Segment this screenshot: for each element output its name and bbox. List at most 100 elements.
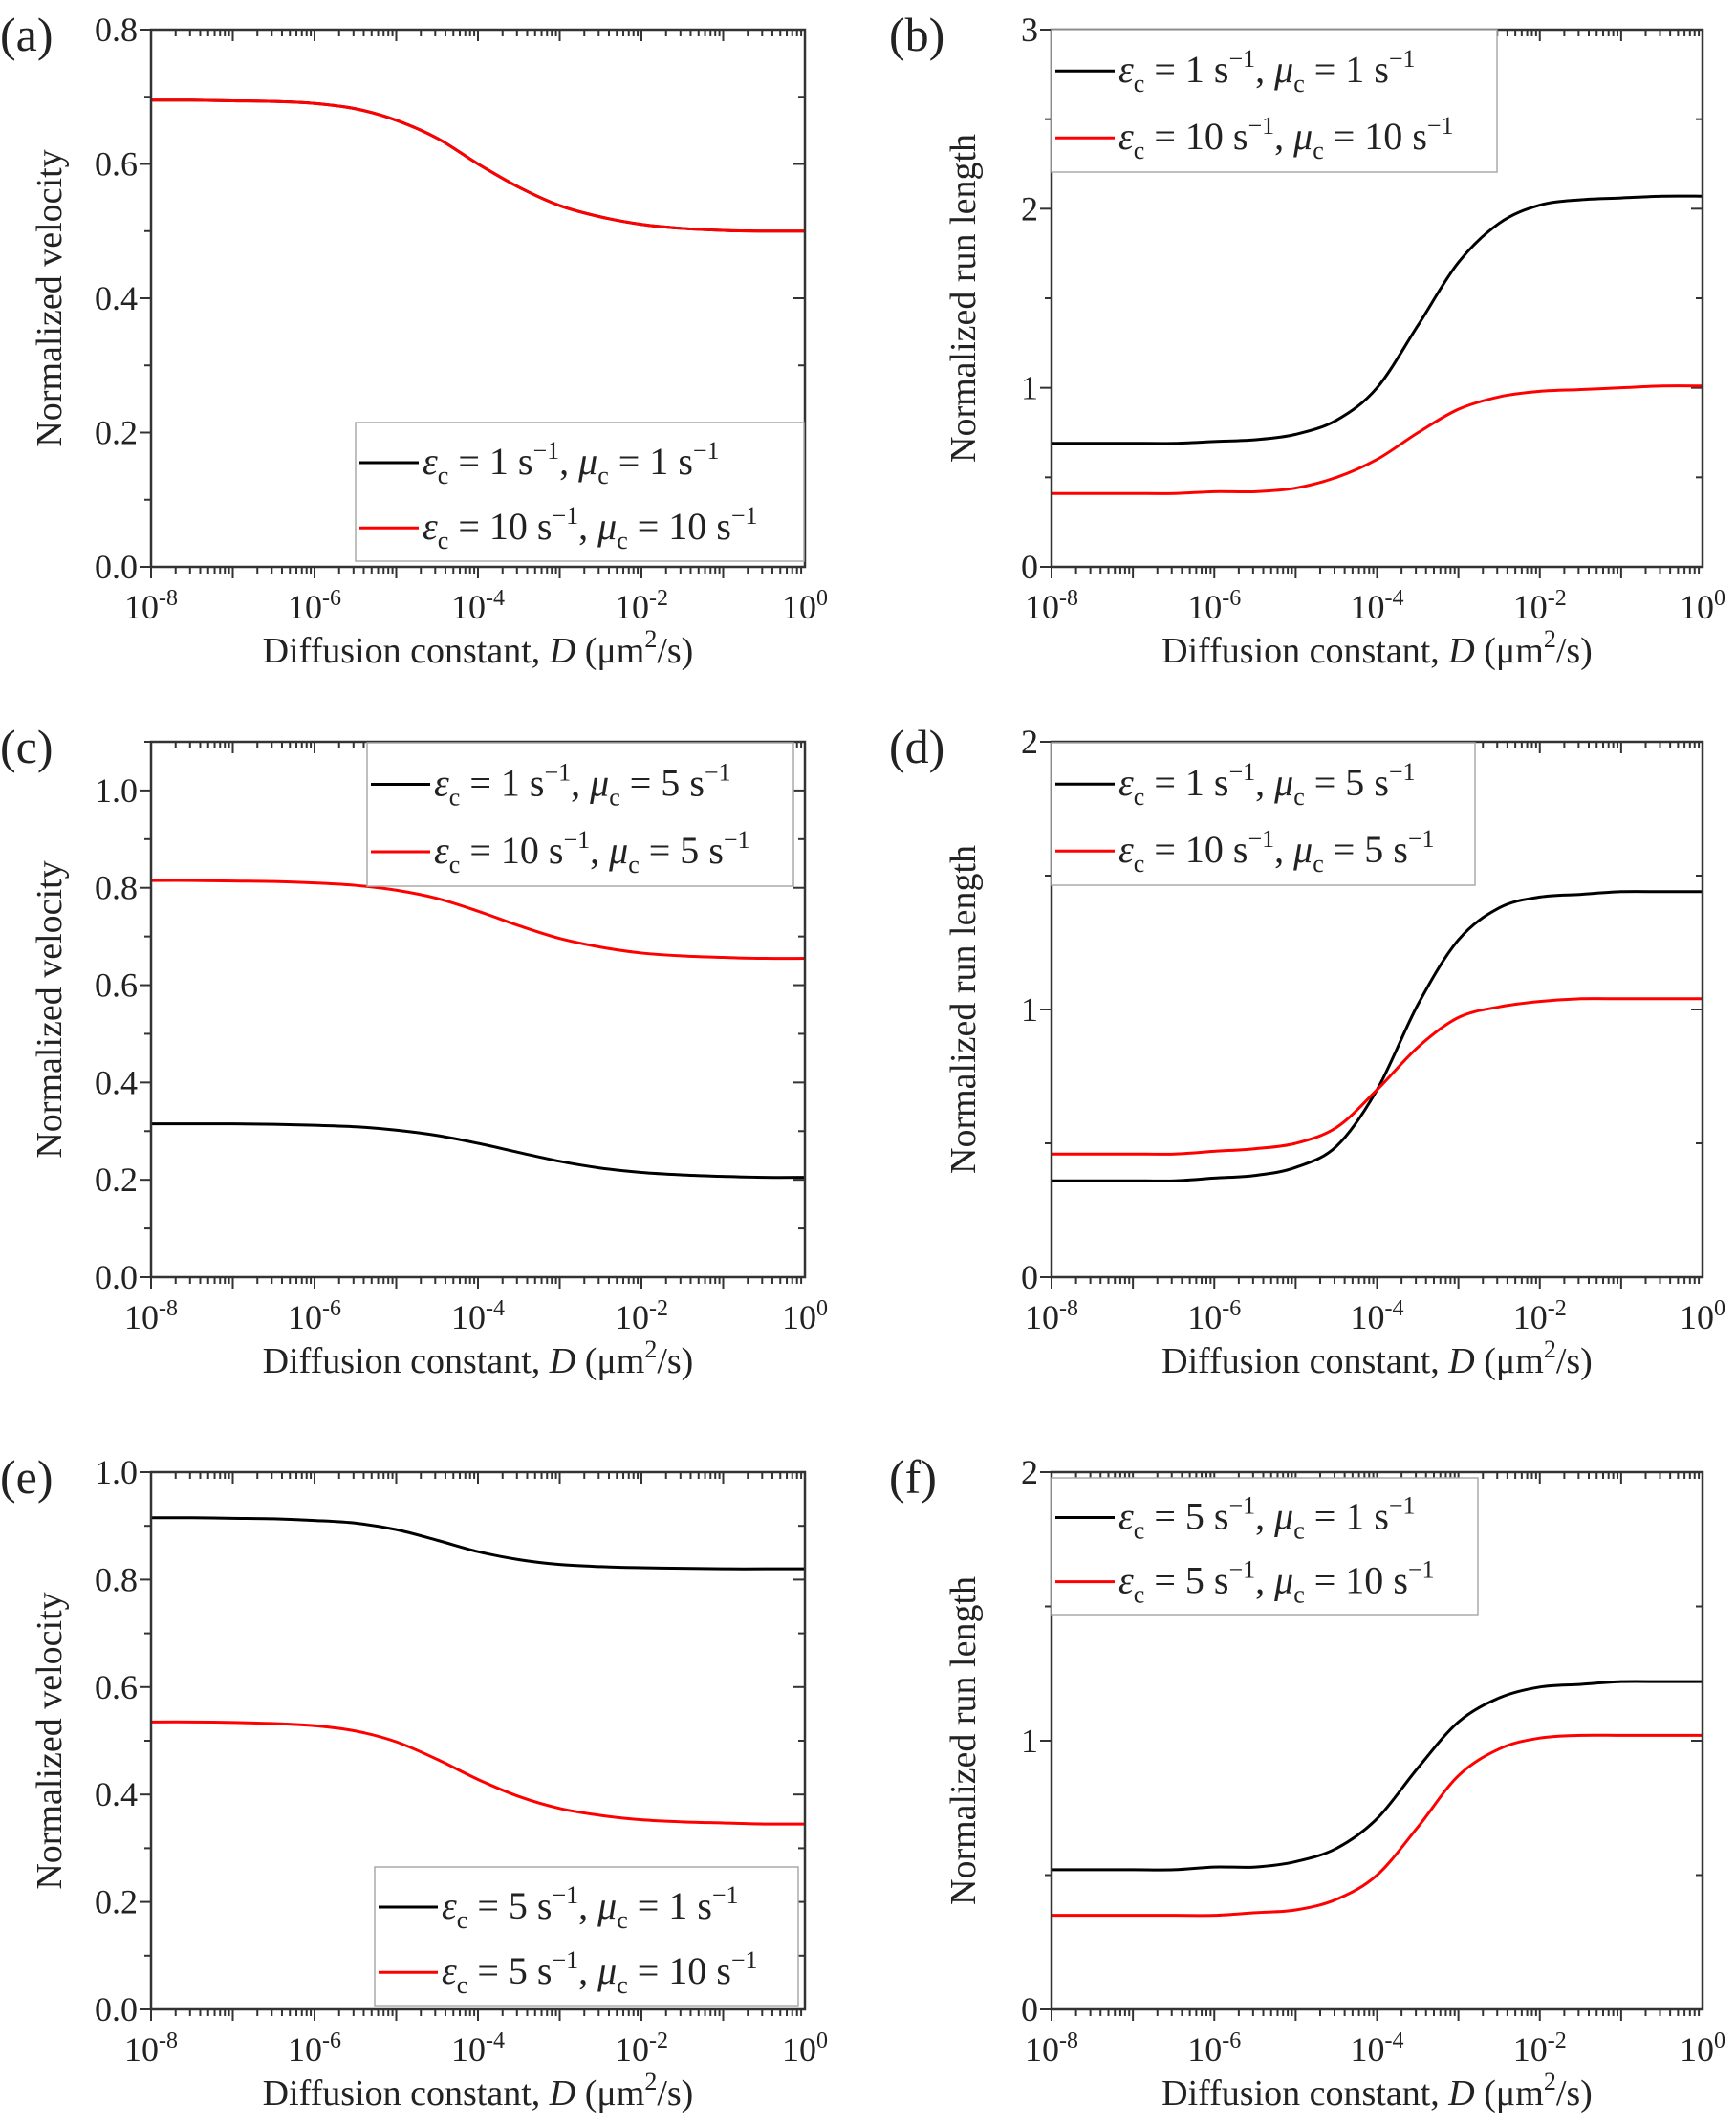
x-tick-label: 10-4 — [451, 2028, 505, 2069]
series-line-1 — [151, 1122, 806, 1180]
legend-box — [374, 1866, 799, 2007]
legend-box — [1051, 1477, 1479, 1616]
x-tick-label: 100 — [1680, 2028, 1725, 2069]
series-line-2 — [1052, 384, 1703, 495]
legend-box — [1051, 29, 1498, 173]
legend-entry: εc​ = 1 s−1​, μc​ = 1 s−1​ — [423, 437, 720, 489]
y-tick-label: 2 — [1021, 1453, 1038, 1491]
y-tick-label: 0.2 — [95, 1883, 138, 1921]
series-line-1 — [1052, 1680, 1703, 1872]
legend-entry: εc​ = 10 s−1​, μc​ = 10 s−1​ — [1118, 112, 1454, 164]
y-tick-label: 1 — [1021, 990, 1038, 1029]
x-tick-label: 10-4 — [1351, 586, 1404, 626]
x-tick-label: 10-8 — [124, 2028, 178, 2069]
axes-frame — [149, 740, 807, 1279]
panel-label: (e) — [0, 1450, 54, 1504]
y-axis-label: Normalized velocity — [30, 860, 70, 1158]
panel-label: (a) — [0, 8, 54, 61]
x-axis-label: Diffusion constant, D (μm2/s) — [263, 1335, 694, 1381]
legend-entry: εc​ = 1 s−1​, μc​ = 5 s−1​ — [434, 759, 731, 812]
legend: εc​ = 1 s−1​, μc​ = 5 s−1​ εc​ = 10 s−1​,… — [1051, 742, 1476, 886]
y-tick-label: 0.0 — [95, 548, 138, 586]
legend-entry: εc​ = 5 s−1​, μc​ = 10 s−1​ — [442, 1946, 758, 1999]
legend-entry: εc​ = 1 s−1​, μc​ = 1 s−1​ — [1118, 45, 1416, 98]
y-tick-label: 0.8 — [95, 1560, 138, 1598]
series-line-2 — [150, 1720, 806, 1826]
x-tick-label: 10-4 — [1351, 1296, 1404, 1336]
x-tick-label: 10-4 — [1351, 2028, 1404, 2069]
y-tick-label: 0 — [1021, 1258, 1038, 1296]
y-tick-label: 0.0 — [95, 1258, 138, 1296]
legend: εc​ = 1 s−1​, μc​ = 1 s−1​ εc​ = 10 s−1​,… — [1051, 29, 1498, 173]
x-tick-label: 10-4 — [451, 586, 505, 626]
x-tick-label: 10-2 — [1513, 586, 1567, 626]
y-tick-label: 1.0 — [95, 1453, 138, 1491]
y-axis-label: Normalized velocity — [30, 149, 70, 446]
x-tick-label: 10-4 — [451, 1296, 505, 1336]
axes-frame — [149, 1470, 807, 2011]
x-tick-label: 10-6 — [1187, 586, 1241, 626]
chart-panel-f: (f) 10-8 10-6 10-4 10-2 100 0 1 2 Diffusion const… — [889, 1450, 1725, 2114]
x-tick-label: 10-8 — [124, 1296, 178, 1336]
series-line-1 — [150, 98, 806, 233]
y-tick-label: 1 — [1021, 369, 1038, 407]
y-tick-label: 2 — [1021, 723, 1038, 761]
legend: εc​ = 1 s−1​, μc​ = 1 s−1​ εc​ = 10 s−1​,… — [355, 422, 805, 562]
legend-entry: εc​ = 5 s−1​, μc​ = 1 s−1​ — [1118, 1491, 1416, 1544]
legend: εc​ = 5 s−1​, μc​ = 1 s−1​ εc​ = 5 s−1​, … — [374, 1866, 799, 2007]
x-axis-label: Diffusion constant, D (μm2/s) — [1161, 1335, 1593, 1381]
legend: εc​ = 5 s−1​, μc​ = 1 s−1​ εc​ = 5 s−1​, … — [1051, 1477, 1479, 1616]
y-tick-label: 1.0 — [95, 771, 138, 810]
legend-box — [1051, 742, 1476, 886]
x-axis-label: Diffusion constant, D (μm2/s) — [1161, 625, 1593, 671]
legend-entry: εc​ = 10 s−1​, μc​ = 5 s−1​ — [434, 826, 750, 879]
series-line-2 — [150, 879, 806, 961]
x-tick-label: 10-2 — [1513, 2028, 1567, 2069]
legend: εc​ = 1 s−1​, μc​ = 5 s−1​ εc​ = 10 s−1​,… — [366, 742, 794, 887]
x-tick-label: 10-8 — [1025, 586, 1078, 626]
x-tick-label: 10-2 — [615, 1296, 668, 1336]
series-line-2 — [1051, 1733, 1703, 1918]
legend-entry: εc​ = 1 s−1​, μc​ = 5 s−1​ — [1118, 758, 1416, 811]
x-tick-label: 10-6 — [288, 1296, 341, 1336]
legend-entry: εc​ = 10 s−1​, μc​ = 5 s−1​ — [1118, 825, 1435, 878]
x-axis-label: Diffusion constant, D (μm2/s) — [1161, 2068, 1593, 2114]
series-line-2 — [1052, 997, 1703, 1156]
y-tick-label: 3 — [1021, 11, 1038, 49]
y-tick-label: 0.6 — [95, 1668, 138, 1706]
y-tick-label: 0.8 — [95, 869, 138, 907]
series-line-1 — [1052, 194, 1703, 445]
y-tick-label: 0 — [1021, 548, 1038, 586]
chart-panel-d: (d) 10-8 10-6 10-4 10-2 100 0 1 2 Diffusion const… — [889, 720, 1725, 1381]
y-tick-label: 0.4 — [95, 1063, 138, 1101]
legend-box — [355, 422, 805, 562]
x-tick-label: 100 — [1680, 586, 1725, 626]
y-axis-label: Normalized run length — [944, 845, 984, 1174]
x-tick-label: 100 — [782, 586, 828, 626]
x-tick-label: 10-6 — [1187, 1296, 1241, 1336]
y-tick-label: 0.4 — [95, 1775, 138, 1813]
chart-panel-c: (c) 10-8 10-6 10-4 10-2 100 0.0 0.2 0.4 0.6 0.8 1.0… — [0, 720, 828, 1381]
x-tick-label: 10-2 — [615, 586, 668, 626]
y-axis-label: Normalized run length — [944, 134, 984, 463]
y-tick-label: 0 — [1021, 1990, 1038, 2028]
y-axis-label: Normalized velocity — [30, 1592, 70, 1889]
y-tick-label: 0.4 — [95, 279, 138, 317]
x-tick-label: 10-8 — [1025, 1296, 1078, 1336]
y-tick-label: 0.8 — [95, 11, 138, 49]
y-axis-label: Normalized run length — [944, 1576, 984, 1905]
y-tick-label: 0.2 — [95, 1161, 138, 1199]
panel-label: (b) — [889, 8, 944, 61]
series-line-1 — [1052, 890, 1703, 1182]
y-tick-label: 2 — [1021, 189, 1038, 228]
panel-label: (f) — [889, 1450, 937, 1504]
x-tick-label: 10-2 — [1513, 1296, 1567, 1336]
y-tick-label: 0.0 — [95, 1990, 138, 2028]
x-axis-label: Diffusion constant, D (μm2/s) — [263, 625, 694, 671]
legend-entry: εc​ = 5 s−1​, μc​ = 1 s−1​ — [442, 1881, 739, 1934]
x-tick-label: 100 — [782, 2028, 828, 2069]
legend-entry: εc​ = 5 s−1​, μc​ = 10 s−1​ — [1118, 1556, 1435, 1609]
x-tick-label: 10-6 — [288, 586, 341, 626]
panel-label: (d) — [889, 720, 944, 773]
series-line-2 — [150, 98, 806, 233]
